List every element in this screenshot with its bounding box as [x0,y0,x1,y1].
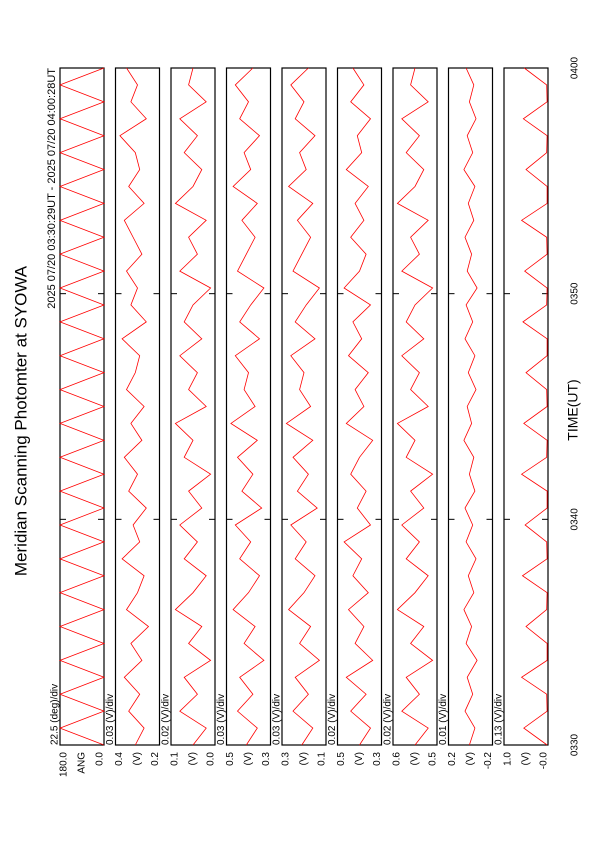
series-line [119,67,150,746]
series-line [230,67,265,746]
panel-frame [392,67,438,746]
y-tick-label: -0.0 [539,752,550,770]
series-label: 0.03 (V)/div [272,694,283,745]
series-line [520,67,548,746]
y-tick-label: 0.2 [447,752,458,766]
series-line [396,67,434,746]
y-tick-label: 180.0 [59,752,70,777]
y-axis-label: (V) [465,752,476,765]
y-tick-label: 0.2 [150,752,161,766]
y-tick-label: 0.1 [170,752,181,766]
panel-frame [225,67,272,746]
series-label: 22.5 (deg)/div [50,684,61,745]
y-axis-label: (V) [521,752,532,765]
y-axis-label: ANG [77,752,88,774]
panel-frame [503,67,549,746]
x-tick-label: 0340 [570,508,581,531]
y-tick-label: 0.4 [114,752,125,766]
y-axis-label: (V) [243,752,254,765]
chart-title: Meridian Scanning Photomter at SYOWA [11,265,30,576]
series-label: 0.02 (V)/div [327,694,338,745]
x-tick-label: 0350 [570,282,581,305]
series-label: 0.03 (V)/div [105,694,116,745]
panel-frame [59,67,105,746]
y-tick-label: 0.6 [392,752,403,766]
series-line [58,67,106,746]
panel-frame [336,67,383,746]
series-line [343,67,374,746]
series-label: 0.02 (V)/div [161,694,172,745]
panel-frame [170,67,216,746]
y-axis-label: (V) [299,752,310,765]
y-tick-label: 1.0 [503,752,514,766]
y-tick-label: 0.3 [261,752,272,766]
x-tick-label: 0330 [570,733,581,756]
y-tick-label: 0.3 [372,752,383,766]
y-tick-label: 0.5 [225,752,236,766]
y-axis-label: (V) [410,752,421,765]
y-tick-label: 0.5 [336,752,347,766]
x-tick-label: 0400 [570,56,581,79]
y-tick-label: 0.0 [206,752,217,766]
y-tick-label: 0.3 [281,752,292,766]
y-tick-label: 0.0 [95,752,106,766]
y-tick-label: 0.1 [317,752,328,766]
chart-subtitle: 2025 07/20 03:30:29UT - 2025 07/20 04:00… [46,68,58,309]
y-axis-label: (V) [188,752,199,765]
panel-frame [114,67,161,746]
series-line [174,67,212,746]
series-label: 0.01 (V)/div [438,694,449,745]
series-label: 0.03 (V)/div [216,694,227,745]
series-line [285,67,321,746]
y-tick-label: 0.5 [428,752,439,766]
series-label: 0.02 (V)/div [383,694,394,745]
x-axis-label: TIME(UT) [565,379,581,440]
y-tick-label: -0.2 [483,752,494,770]
series-line [463,67,478,746]
series-label: 0.13 (V)/div [494,694,505,745]
panel-frame [281,67,327,746]
y-axis-label: (V) [132,752,143,765]
y-axis-label: (V) [354,752,365,765]
panel-frame [447,67,494,746]
